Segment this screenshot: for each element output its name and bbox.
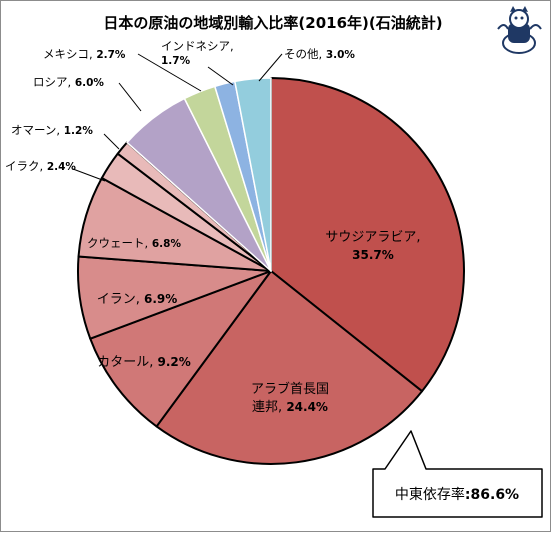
- slice-label: メキシコ, 2.7%: [43, 47, 126, 61]
- slice-labels: サウジアラビア, 35.7% アラブ首長国連邦, 24.4% カタール, 9.2% イラ…: [5, 39, 421, 415]
- leader-line: [207, 66, 234, 86]
- pie-slice: [270, 77, 465, 393]
- slice-label: クウェート, 6.8%: [87, 236, 181, 250]
- slice-label: オマーン, 1.2%: [11, 123, 93, 137]
- slice-label: その他, 3.0%: [284, 47, 355, 61]
- slice-label: イラク, 2.4%: [5, 159, 76, 173]
- leader-line: [137, 53, 202, 92]
- leader-line: [72, 168, 106, 182]
- pie-slices: [77, 77, 465, 465]
- slice-label: サウジアラビア, 35.7%: [325, 230, 420, 262]
- callout-text: 中東依存率:86.6%: [395, 486, 519, 503]
- pie-slice: [234, 77, 272, 272]
- chart-title: 日本の原油の地域別輸入比率(2016年)(石油統計): [103, 14, 442, 32]
- callout-value: 86.6%: [471, 487, 520, 503]
- middle-east-callout: 中東依存率:86.6%: [372, 430, 543, 518]
- pie-slice: [155, 270, 423, 465]
- leader-line: [118, 82, 142, 112]
- callout-label: 中東依存率: [395, 486, 465, 503]
- callout-separator: :: [465, 487, 471, 503]
- slice-label: アラブ首長国連邦, 24.4%: [251, 381, 329, 415]
- mascot-icon: [497, 6, 542, 54]
- slice-label: ロシア, 6.0%: [33, 75, 104, 89]
- leader-line: [258, 53, 283, 82]
- leader-line: [103, 133, 120, 150]
- slice-label: カタール, 9.2%: [97, 355, 191, 370]
- slice-label: イラン, 6.9%: [97, 292, 178, 307]
- pie-slice: [89, 270, 272, 428]
- slice-label: インドネシア, 1.7%: [161, 39, 234, 67]
- leader-lines: [72, 53, 283, 182]
